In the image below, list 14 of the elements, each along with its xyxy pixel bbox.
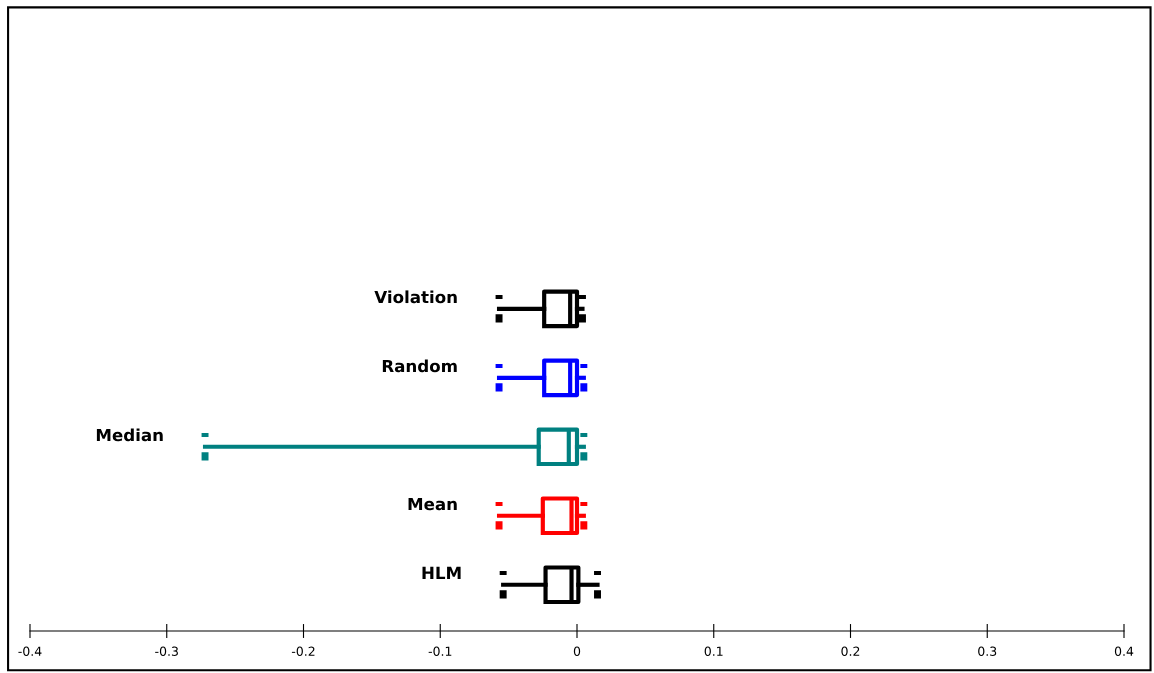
y-tick-label: Violation xyxy=(374,290,457,304)
x-tick-label: 0.4 xyxy=(1114,646,1134,656)
y-tick-label: Median xyxy=(96,428,163,442)
x-tick-label: 0.1 xyxy=(704,646,723,656)
y-tick-label: Mean xyxy=(408,497,457,511)
x-tick-label: -0.4 xyxy=(18,646,42,656)
y-tick-label: HLM xyxy=(422,566,461,580)
y-tick-label: Random xyxy=(382,359,457,373)
x-tick-label: -0.3 xyxy=(155,646,178,656)
x-tick-label: 0 xyxy=(573,646,581,656)
x-tick-label: 0.2 xyxy=(841,646,860,656)
x-tick-label: -0.2 xyxy=(291,646,315,656)
x-tick-label: -0.1 xyxy=(428,646,452,656)
x-tick-label: 0.3 xyxy=(978,646,997,656)
